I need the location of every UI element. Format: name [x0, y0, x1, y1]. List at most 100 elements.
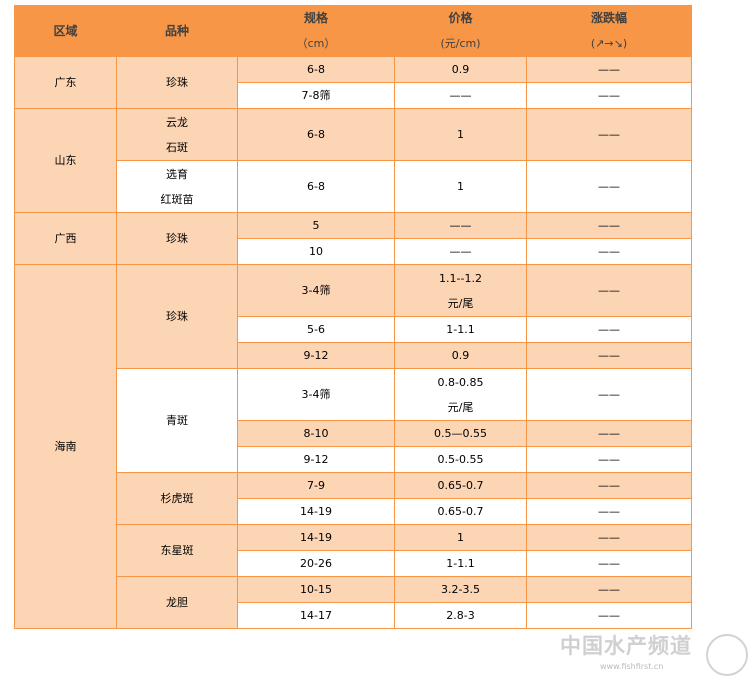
variety-cell: 选育 红斑苗	[116, 160, 238, 213]
price-cell-text: 元/尾	[447, 296, 474, 310]
price-cell-text: 元/尾	[447, 400, 474, 414]
change-cell-text: ——	[598, 284, 620, 297]
price-table: 区域 品种 规格 （cm） 价格 (元/cm) 涨跌幅 (↗→↘) 广东 珍珠 6-8 0.…	[14, 5, 692, 629]
spec-cell: 5-6	[237, 316, 395, 343]
spec-cell-text: 14-19	[300, 531, 332, 544]
variety-cell-text: 珍珠	[166, 76, 188, 89]
change-cell-text: ——	[598, 245, 620, 258]
region-cell-text: 广西	[54, 232, 77, 245]
spec-cell-text: 10	[309, 245, 323, 258]
variety-cell-text: 杉虎斑	[160, 492, 194, 505]
region-cell-text: 海南	[54, 440, 77, 453]
table-row: 广西 珍珠 5 —— ——	[14, 212, 692, 265]
spec-cell: 10-15	[237, 576, 395, 603]
watermark-globe-icon	[706, 634, 748, 676]
spec-cell-text: 7-9	[307, 479, 325, 492]
spec-cell-text: 10-15	[300, 583, 332, 596]
price-cell: ——	[394, 238, 527, 265]
change-cell-text: ——	[598, 505, 620, 518]
variety-cell-text: 龙胆	[166, 596, 188, 609]
price-cell: 1	[394, 160, 527, 213]
price-cell-text: 0.65-0.7	[437, 479, 484, 492]
spec-cell-text: 3-4筛	[301, 284, 331, 297]
region-cell: 广西	[14, 212, 117, 265]
price-cell: 2.8-3	[394, 602, 527, 629]
variety-cell-text: 珍珠	[166, 232, 188, 245]
region-cell-text: 山东	[54, 154, 77, 167]
table-row: 杉虎斑 7-9 0.65-0.7 ——	[15, 472, 692, 525]
change-cell: ——	[526, 498, 692, 525]
price-cell-text: 1	[457, 180, 464, 193]
table-row: 9-12 0.9 ——	[15, 342, 692, 369]
table-row: 20-26 1-1.1 ——	[15, 550, 692, 577]
spec-cell: 14-19	[237, 524, 395, 551]
change-cell-text: ——	[598, 583, 620, 596]
price-cell-text: 0.65-0.7	[437, 505, 484, 518]
price-cell-text: 1-1.1	[446, 557, 475, 570]
spec-cell-text: 9-12	[303, 349, 329, 362]
table-row: 东星斑 14-19 1 ——	[15, 524, 692, 577]
price-cell-text: ——	[449, 89, 472, 102]
spec-cell-text: 6-8	[307, 128, 325, 141]
change-cell-text: ——	[598, 63, 620, 76]
price-cell-text: 1	[457, 128, 464, 141]
variety-cell-text: 选育	[166, 167, 188, 181]
change-cell-text: ——	[598, 219, 620, 232]
spec-cell: 6-8	[237, 108, 395, 161]
change-cell-text: ——	[598, 128, 620, 141]
change-cell: ——	[526, 56, 692, 83]
price-cell: ——	[394, 82, 527, 109]
watermark: 中国水产频道	[560, 634, 692, 658]
price-cell: 1-1.1	[394, 550, 527, 577]
spec-cell: 6-8	[237, 56, 395, 83]
price-cell-text: ——	[449, 245, 472, 258]
change-cell: ——	[526, 316, 692, 343]
price-cell: 0.65-0.7	[394, 472, 527, 499]
price-cell: 3.2-3.5	[394, 576, 527, 603]
table-row: 青斑 3-4筛 0.8-0.85 元/尾 ——	[15, 368, 692, 473]
change-cell: ——	[526, 524, 692, 551]
header-row: 区域 品种 规格 （cm） 价格 (元/cm) 涨跌幅 (↗→↘)	[14, 5, 692, 57]
price-cell: 0.65-0.7	[394, 498, 527, 525]
variety-cell: 杉虎斑	[116, 472, 238, 525]
price-cell-text: 0.8-0.85	[437, 375, 484, 389]
header-change-unit: (↗→↘)	[590, 37, 628, 50]
spec-cell: 3-4筛	[237, 264, 395, 317]
change-cell: ——	[526, 342, 692, 369]
header-change-label: 涨跌幅	[590, 11, 627, 25]
change-cell: ——	[526, 108, 692, 161]
change-cell: ——	[526, 576, 692, 603]
change-cell-text: ——	[598, 89, 620, 102]
spec-cell: 7-8筛	[237, 82, 395, 109]
spec-cell: 3-4筛	[237, 368, 395, 421]
change-cell-text: ——	[598, 557, 620, 570]
price-cell-text: 0.9	[451, 63, 470, 76]
price-cell: ——	[394, 212, 527, 239]
price-cell-text: ——	[449, 219, 472, 232]
price-cell: 0.5—0.55	[394, 420, 527, 447]
price-cell-text: 0.9	[451, 349, 470, 362]
table-row: 龙胆 10-15 3.2-3.5 ——	[15, 576, 692, 629]
header-price-unit: (元/cm)	[440, 37, 481, 50]
table-row: 5-6 1-1.1 ——	[15, 316, 692, 343]
variety-cell: 珍珠	[116, 56, 238, 109]
price-cell-text: 1-1.1	[446, 323, 475, 336]
price-cell: 0.5-0.55	[394, 446, 527, 473]
change-cell: ——	[526, 212, 692, 239]
spec-cell-text: 6-8	[307, 63, 325, 76]
variety-cell-text: 东星斑	[160, 544, 194, 557]
header-change: 涨跌幅 (↗→↘)	[526, 5, 692, 57]
variety-cell-text: 珍珠	[166, 310, 188, 323]
change-cell-text: ——	[598, 427, 620, 440]
price-cell: 1-1.1	[394, 316, 527, 343]
variety-cell: 龙胆	[116, 576, 238, 629]
spec-cell: 9-12	[237, 446, 395, 473]
variety-cell-text: 云龙	[166, 115, 188, 129]
price-cell: 1	[394, 108, 527, 161]
spec-cell-text: 8-10	[303, 427, 329, 440]
price-cell: 0.8-0.85 元/尾	[394, 368, 527, 421]
price-cell-text: 0.5—0.55	[434, 427, 487, 440]
spec-cell-text: 9-12	[303, 453, 329, 466]
table-row: 广东 珍珠 6-8 0.9 ——	[14, 56, 692, 109]
variety-cell: 珍珠	[116, 264, 238, 369]
